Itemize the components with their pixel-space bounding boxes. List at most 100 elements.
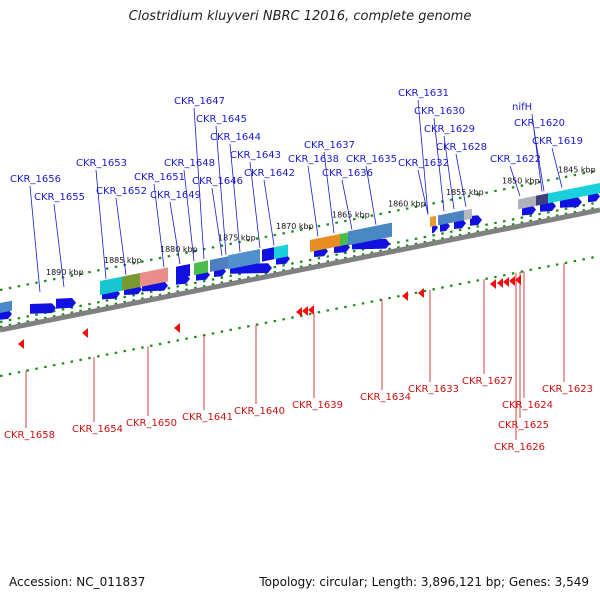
gene-arrow (18, 339, 24, 349)
feature-block (122, 273, 140, 291)
label-connector (193, 107, 205, 260)
scale-label: 1865 kbp (332, 211, 370, 220)
label-connector (153, 183, 165, 268)
gene-label: CKR_1638 (288, 154, 339, 165)
label-connector (183, 169, 195, 262)
label-connector (307, 165, 319, 237)
gene-label: CKR_1644 (210, 132, 261, 143)
gene-label: CKR_1634 (360, 392, 411, 403)
gene-label: CKR_1631 (398, 88, 449, 99)
gene-label: CKR_1645 (196, 114, 247, 125)
label-connector (443, 135, 455, 210)
label-connector (95, 169, 107, 279)
gene-arrow (490, 279, 496, 289)
gene-arrow (82, 328, 88, 338)
gene-label: CKR_1622 (490, 154, 541, 165)
gene-label: CKR_1620 (514, 118, 565, 129)
scale-label: 1855 kbp (446, 188, 484, 197)
gene-arrow (509, 276, 515, 286)
feature-block (566, 185, 588, 200)
gene-label: CKR_1625 (498, 420, 549, 431)
feature-block (586, 183, 600, 196)
feature-block (274, 244, 288, 260)
label-connector (509, 165, 521, 197)
label-connector (29, 185, 41, 293)
gene-arrow (174, 323, 180, 333)
gene-label: CKR_1640 (234, 406, 285, 417)
feature-block (100, 276, 122, 295)
feature-block (438, 212, 452, 226)
feature-block (0, 300, 12, 313)
label-connector (433, 117, 445, 212)
scale-label: 1880 kbp (160, 245, 198, 254)
feature-block (464, 208, 472, 221)
label-connector (211, 187, 223, 256)
feature-block (340, 232, 348, 246)
feature-block (140, 267, 168, 287)
lower-track-line-outer (0, 254, 600, 378)
gene-label: CKR_1628 (436, 142, 487, 153)
gene-label: CKR_1624 (502, 400, 553, 411)
gene-label: CKR_1656 (10, 174, 61, 185)
gene-label: CKR_1646 (192, 176, 243, 187)
gene-label: CKR_1636 (322, 168, 373, 179)
scale-label: 1885 kbp (104, 256, 142, 265)
gene-arrow (296, 307, 302, 317)
label-connector (417, 169, 429, 215)
gene-label: CKR_1658 (4, 430, 55, 441)
scale-label: 1850 kbp (502, 177, 540, 186)
feature-block (536, 193, 548, 206)
label-connector (365, 165, 377, 225)
accession-text: Accession: NC_011837 (9, 575, 146, 589)
label-connector (215, 125, 227, 255)
label-connector (531, 113, 543, 192)
gene-arrow (302, 306, 308, 316)
gene-label: CKR_1629 (424, 124, 475, 135)
genome-summary-text: Topology: circular; Length: 3,896,121 bp… (259, 575, 589, 589)
upper-track-line-outer (0, 200, 600, 324)
gene-arrow (402, 291, 408, 301)
gene-label: CKR_1654 (72, 424, 123, 435)
gene-label: CKR_1627 (462, 376, 513, 387)
gene-label: CKR_1626 (494, 442, 545, 453)
gene-arrow (497, 278, 503, 288)
feature-block (262, 247, 274, 262)
map-title: Clostridium kluyveri NBRC 12016, complet… (128, 9, 472, 24)
label-connector (417, 99, 429, 215)
gene-label: nifH (512, 102, 532, 113)
label-connector (533, 129, 545, 192)
gene-label: CKR_1655 (34, 192, 85, 203)
gene-label: CKR_1619 (532, 136, 583, 147)
label-connector (551, 147, 563, 188)
feature-block (210, 256, 228, 272)
feature-block (548, 189, 566, 204)
gene-label: CKR_1652 (96, 186, 147, 197)
feature-block (310, 234, 340, 252)
scale-label: 1890 kbp (46, 268, 84, 277)
scale-label: 1875 kbp (218, 233, 256, 242)
gene-arrow (503, 277, 509, 287)
label-connector (323, 151, 335, 234)
feature-block (518, 195, 536, 210)
upper-label-group: CKR_1656 CKR_1655 CKR_1653 CKR_1652 CKR_1651… (10, 88, 583, 293)
feature-block (452, 210, 464, 223)
feature-block (176, 264, 190, 279)
label-connector (341, 179, 353, 230)
gene-label: CKR_1648 (164, 158, 215, 169)
gene-label: CKR_1650 (126, 418, 177, 429)
scale-label: 1845 kbp (558, 165, 596, 174)
gene-label: CKR_1643 (230, 150, 281, 161)
gene-label: CKR_1647 (174, 96, 225, 107)
upper-feature-row (0, 183, 600, 313)
label-connector (455, 153, 467, 207)
gene-label: CKR_1633 (408, 384, 459, 395)
gene-label: CKR_1642 (244, 168, 295, 179)
gene-label: CKR_1651 (134, 172, 185, 183)
feature-block (348, 222, 392, 246)
gene-arrow (470, 215, 482, 226)
feature-block (194, 260, 208, 276)
label-connector (249, 161, 261, 249)
